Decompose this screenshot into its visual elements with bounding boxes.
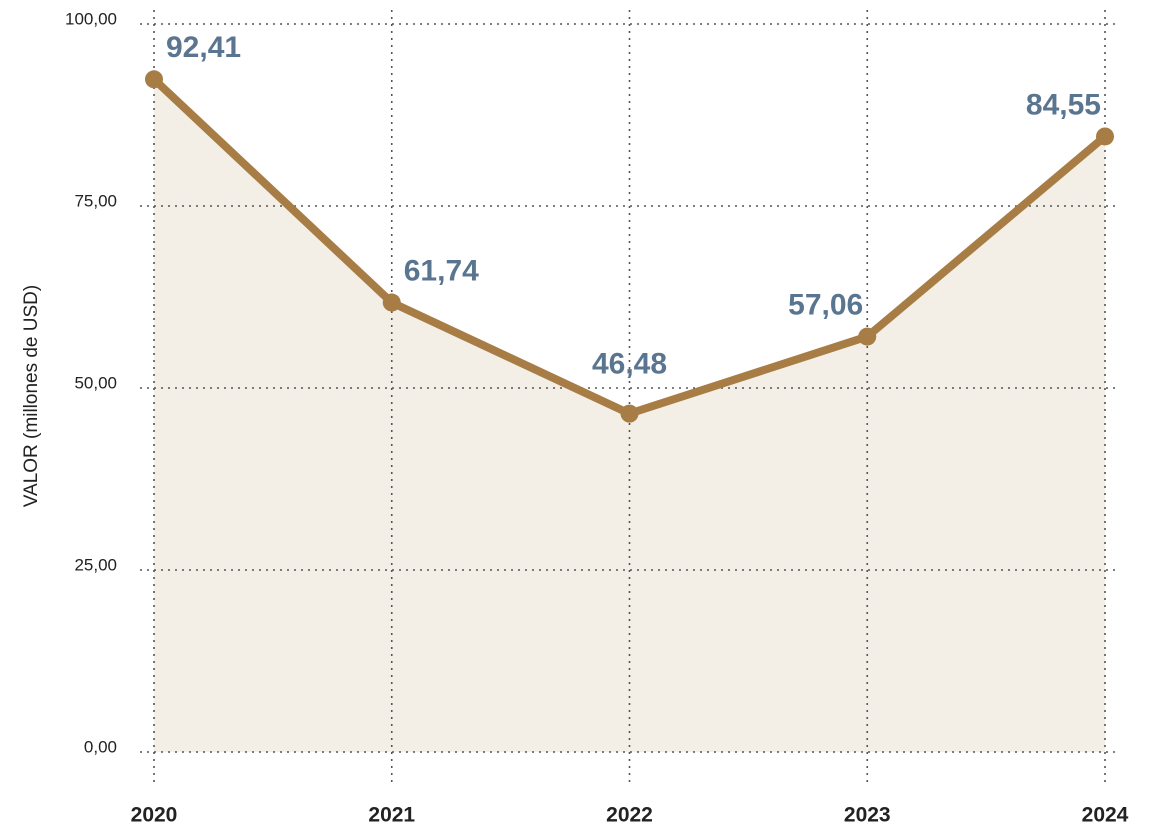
x-tick-label: 2023 xyxy=(844,804,891,827)
x-tick-label: 2020 xyxy=(131,804,178,827)
y-tick-label: 75,00 xyxy=(74,191,117,210)
y-tick-label: 50,00 xyxy=(74,373,117,392)
value-label: 46,48 xyxy=(592,348,667,381)
x-tick-label: 2024 xyxy=(1082,804,1129,827)
value-label: 57,06 xyxy=(788,289,863,322)
value-label: 92,41 xyxy=(166,31,241,64)
x-tick-label: 2021 xyxy=(368,804,415,827)
point xyxy=(620,404,639,423)
y-axis-title: VALOR (millones de USD) xyxy=(21,285,42,507)
y-tick-label: 0,00 xyxy=(84,737,117,756)
value-label: 61,74 xyxy=(404,254,479,287)
y-tick-label: 25,00 xyxy=(74,555,117,574)
y-tick-label: 100,00 xyxy=(65,9,117,28)
x-tick-label: 2022 xyxy=(606,804,653,827)
point xyxy=(858,327,877,346)
point xyxy=(145,70,163,89)
point xyxy=(382,293,401,312)
point xyxy=(1096,127,1114,146)
value-label: 84,55 xyxy=(1026,88,1101,121)
